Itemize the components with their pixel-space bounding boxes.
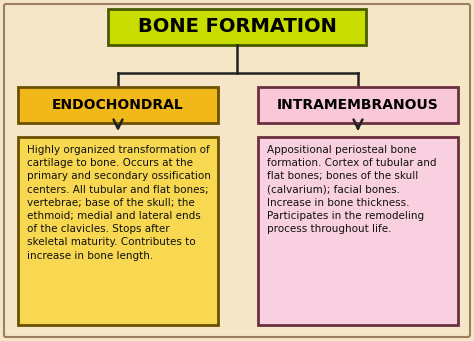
FancyBboxPatch shape (4, 4, 470, 337)
Text: BONE FORMATION: BONE FORMATION (137, 17, 337, 36)
FancyBboxPatch shape (18, 137, 218, 325)
FancyBboxPatch shape (108, 9, 366, 45)
FancyBboxPatch shape (258, 137, 458, 325)
Text: Appositional periosteal bone
formation. Cortex of tubular and
flat bones; bones : Appositional periosteal bone formation. … (267, 145, 437, 234)
FancyBboxPatch shape (18, 87, 218, 123)
Text: INTRAMEMBRANOUS: INTRAMEMBRANOUS (277, 98, 439, 112)
FancyBboxPatch shape (258, 87, 458, 123)
Text: Highly organized transformation of
cartilage to bone. Occurs at the
primary and : Highly organized transformation of carti… (27, 145, 211, 261)
Text: ENDOCHONDRAL: ENDOCHONDRAL (52, 98, 184, 112)
